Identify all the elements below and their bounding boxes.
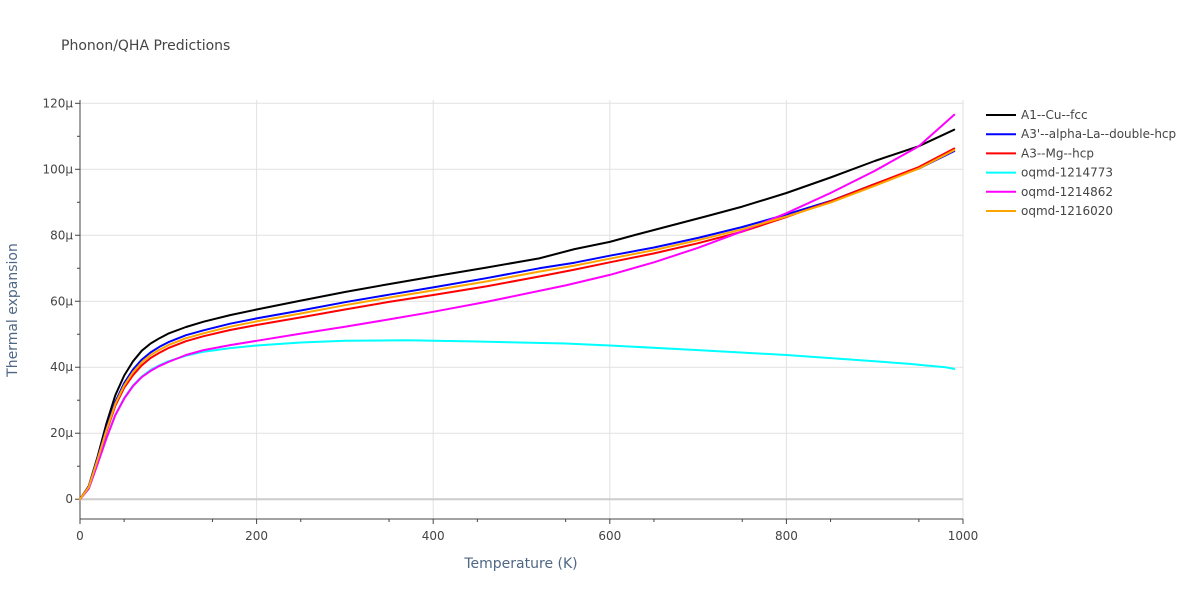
legend-label: A3'--alpha-La--double-hcp xyxy=(1021,127,1176,141)
series-line-oqmd-1214773[interactable] xyxy=(79,339,956,501)
x-tick-label: 0 xyxy=(76,529,84,543)
series-line-A1--Cu--fcc[interactable] xyxy=(79,128,956,501)
x-tick-label: 1000 xyxy=(948,529,979,543)
legend-item[interactable]: A3--Mg--hcp xyxy=(986,146,1094,160)
axes: 0 200 400 600 800 1000 0 20μ 40μ 60μ 80μ 100μ 120μ xyxy=(42,96,978,543)
legend-label: oqmd-1214862 xyxy=(1021,185,1113,199)
y-tick-label: 20μ xyxy=(50,426,73,440)
x-axis-title: Temperature (K) xyxy=(463,556,577,572)
legend-label: A1--Cu--fcc xyxy=(1021,108,1088,122)
series-line-A3'--alpha-La--double-hcp[interactable] xyxy=(79,150,956,501)
y-tick-label: 120μ xyxy=(42,96,73,110)
y-tick-label: 60μ xyxy=(50,294,73,308)
grid-lines xyxy=(80,100,964,519)
y-tick-label: 80μ xyxy=(50,228,73,242)
legend-item[interactable]: oqmd-1214773 xyxy=(986,166,1113,180)
y-tick-label: 100μ xyxy=(42,162,73,176)
series-line-oqmd-1216020[interactable] xyxy=(79,149,956,501)
legend-item[interactable]: oqmd-1216020 xyxy=(986,204,1113,218)
x-tick-label: 800 xyxy=(775,529,798,543)
legend-label: A3--Mg--hcp xyxy=(1021,146,1094,160)
series-line-oqmd-1214862[interactable] xyxy=(79,113,956,501)
y-tick-label: 0 xyxy=(65,492,73,506)
x-tick-label: 400 xyxy=(422,529,445,543)
legend-item[interactable]: oqmd-1214862 xyxy=(986,185,1113,199)
y-tick-label: 40μ xyxy=(50,360,73,374)
legend[interactable]: A1--Cu--fcc A3'--alpha-La--double-hcp A3--… xyxy=(986,108,1176,218)
chart-title: Phonon/QHA Predictions xyxy=(61,38,230,54)
legend-label: oqmd-1216020 xyxy=(1021,204,1113,218)
legend-item[interactable]: A3'--alpha-La--double-hcp xyxy=(986,127,1176,141)
y-axis-title: Thermal expansion xyxy=(5,243,21,378)
plot-area xyxy=(79,113,956,501)
legend-label: oqmd-1214773 xyxy=(1021,166,1113,180)
legend-item[interactable]: A1--Cu--fcc xyxy=(986,108,1088,122)
series-line-A3--Mg--hcp[interactable] xyxy=(79,147,956,501)
x-tick-label: 600 xyxy=(598,529,621,543)
x-tick-label: 200 xyxy=(245,529,268,543)
